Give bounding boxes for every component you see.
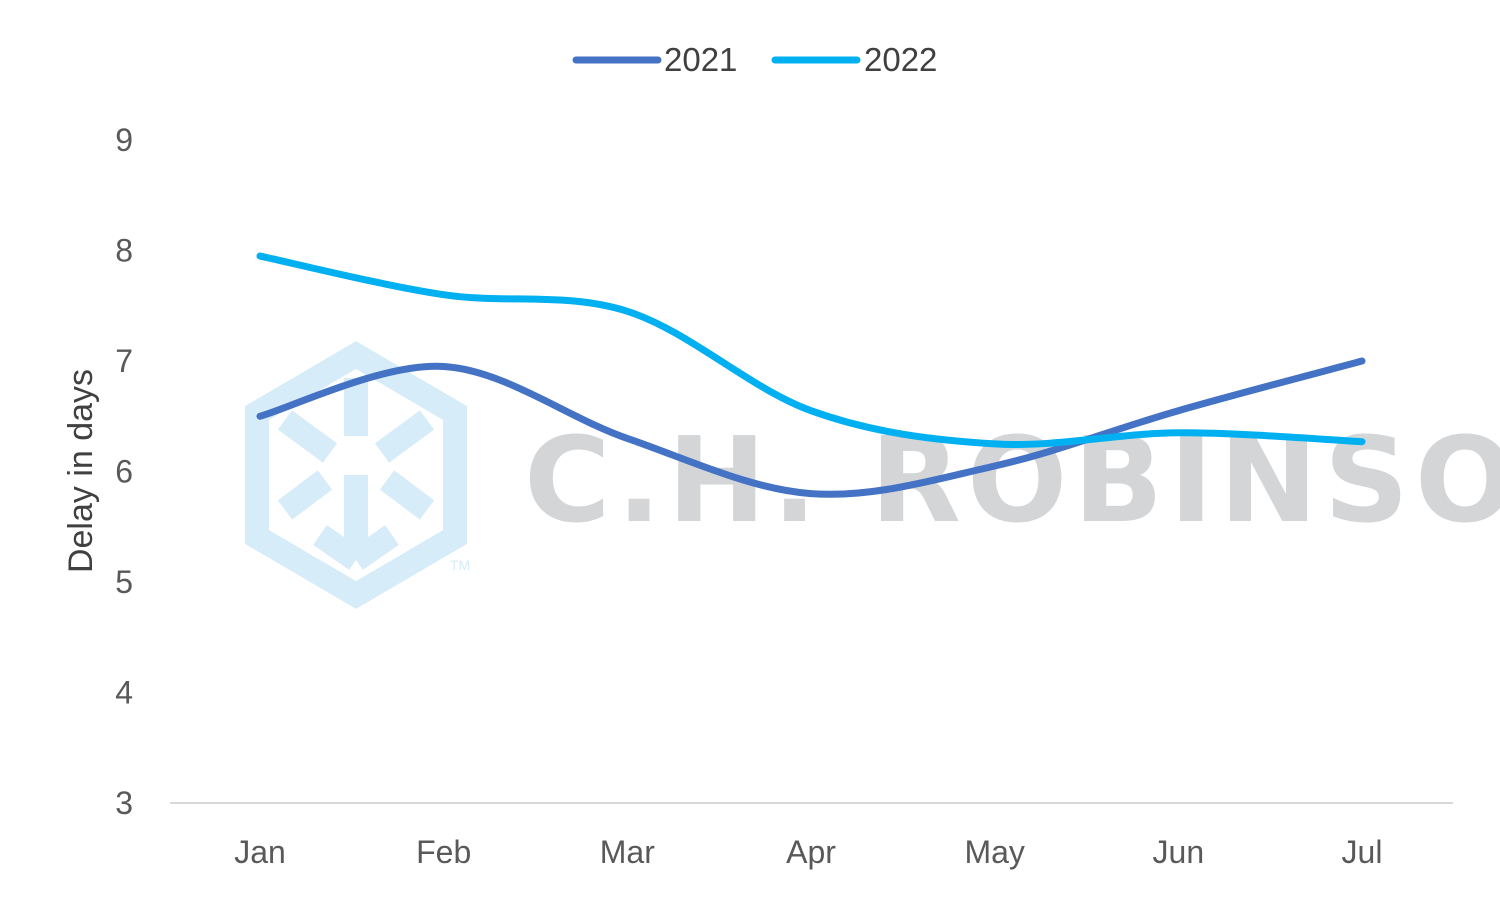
hexagon-cube-logo-icon [245, 341, 467, 609]
x-tick-label: Feb [416, 834, 471, 870]
y-tick-label: 8 [115, 233, 133, 269]
legend-item-2021: 2021 [572, 41, 737, 78]
x-tick-label: Jun [1153, 834, 1205, 870]
x-tick-label: Mar [600, 834, 655, 870]
watermark: TM C.H. ROBINSON [245, 341, 1500, 609]
y-tick-labels: 3 4 5 6 7 8 9 [115, 122, 133, 821]
x-tick-label: Jul [1342, 834, 1383, 870]
y-tick-label: 4 [115, 675, 133, 711]
y-axis-title: Delay in days [62, 369, 100, 573]
y-tick-label: 3 [115, 785, 133, 821]
watermark-tm: TM [450, 557, 470, 573]
x-tick-labels: Jan Feb Mar Apr May Jun Jul [234, 834, 1382, 870]
y-tick-label: 9 [115, 122, 133, 158]
y-tick-label: 5 [115, 564, 133, 600]
series-lines [256, 252, 1366, 498]
legend-label-2021: 2021 [664, 41, 737, 78]
legend-item-2022: 2022 [771, 41, 937, 78]
legend: 2021 2022 [572, 41, 937, 78]
x-tick-label: May [964, 834, 1024, 870]
watermark-text: C.H. ROBINSON [524, 411, 1500, 549]
series-line-2022 [256, 252, 1366, 448]
y-tick-label: 6 [115, 454, 133, 490]
y-tick-label: 7 [115, 343, 133, 379]
x-tick-label: Jan [234, 834, 286, 870]
x-tick-label: Apr [786, 834, 836, 870]
series-line-2021 [256, 357, 1366, 498]
legend-label-2022: 2022 [864, 41, 937, 78]
